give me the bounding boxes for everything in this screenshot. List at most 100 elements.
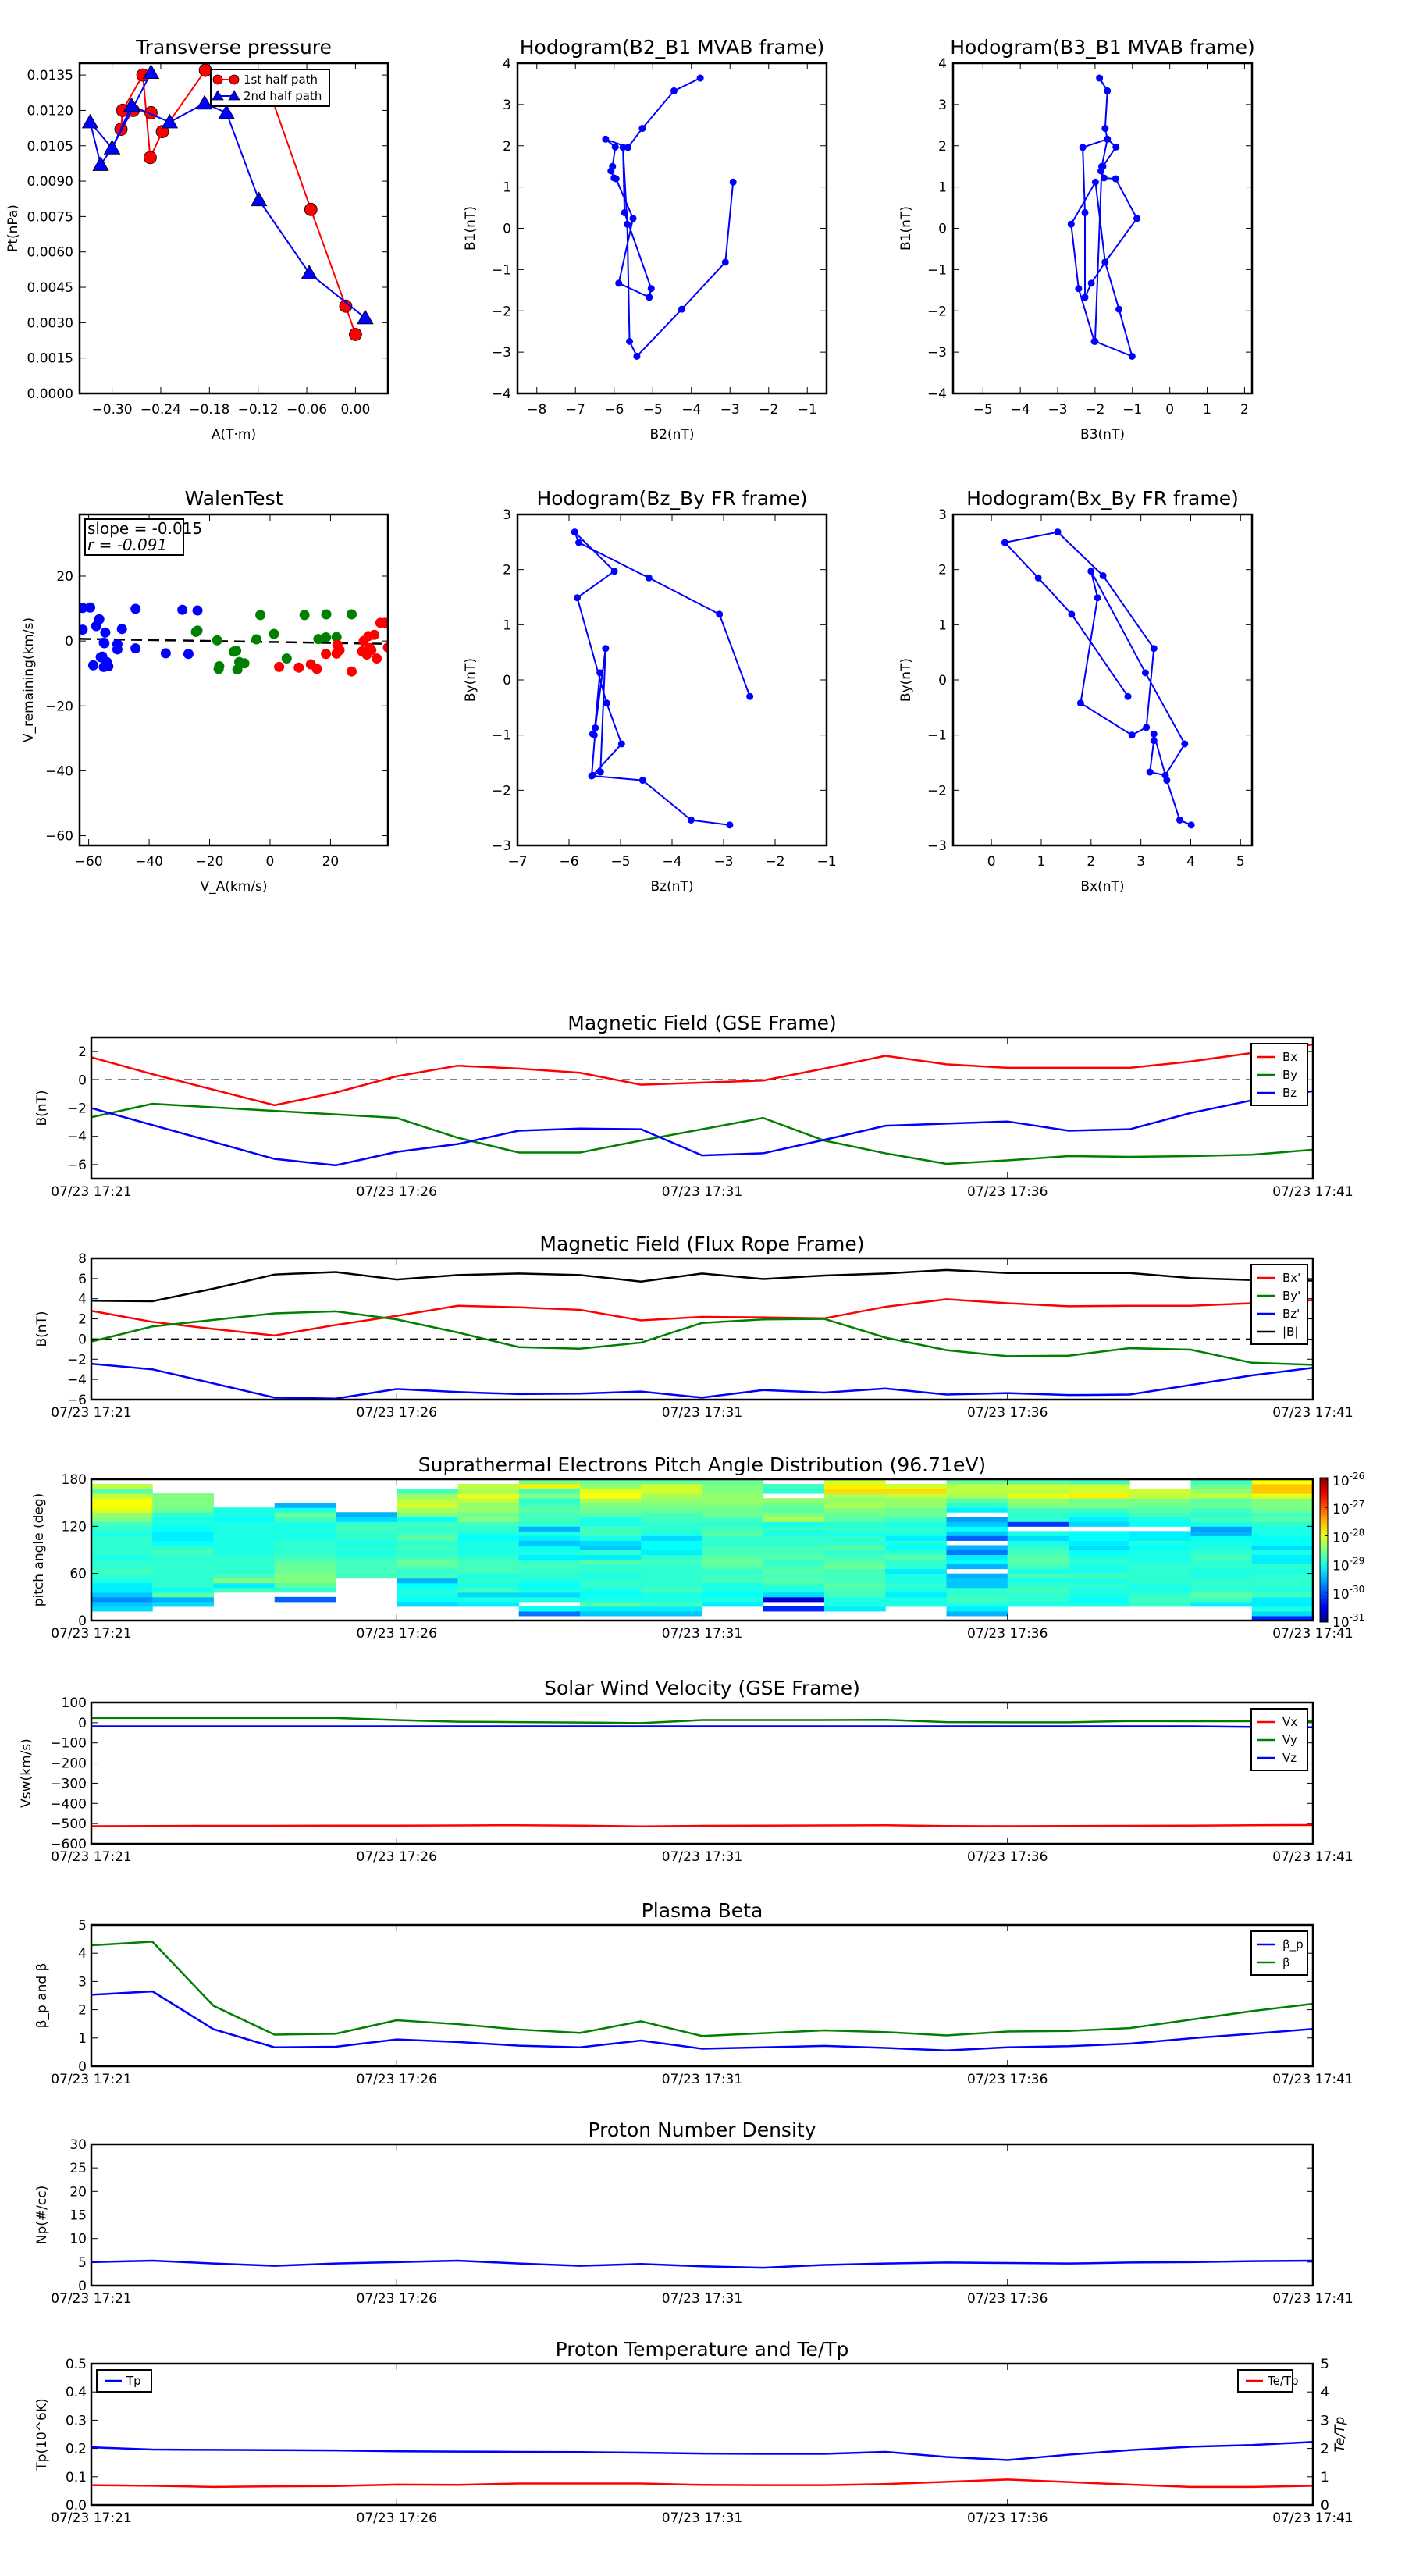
heatmap-cell	[1069, 1512, 1130, 1517]
heatmap-cell	[336, 1535, 397, 1541]
heatmap-cell	[336, 1564, 397, 1570]
y-tick-label: 0	[78, 1716, 87, 1731]
y-tick-label: −6	[67, 1158, 87, 1173]
heatmap-cell	[91, 1554, 153, 1560]
heatmap-cell	[457, 1517, 520, 1522]
data-point	[1076, 699, 1084, 707]
heatmap-cell	[1069, 1531, 1130, 1536]
heatmap-cell	[1190, 1540, 1253, 1546]
heatmap-cell	[946, 1517, 1008, 1522]
heatmap-cell	[336, 1531, 397, 1536]
data-point	[1150, 730, 1158, 738]
time-tick-label: 07/23 17:41	[1272, 1184, 1353, 1200]
x-tick-label: 2	[1240, 402, 1249, 418]
data-point	[1079, 144, 1087, 151]
heatmap-cell	[1251, 1587, 1314, 1593]
x-tick-label: −2	[1085, 402, 1104, 418]
time-tick-label: 07/23 17:41	[1272, 2510, 1353, 2526]
y-tick-label: 25	[69, 2161, 87, 2176]
heatmap-cell	[1069, 1596, 1130, 1603]
heatmap-cell	[1129, 1503, 1191, 1508]
heatmap-cell	[457, 1601, 520, 1607]
heatmap-cell	[1129, 1550, 1191, 1556]
heatmap-cell	[946, 1601, 1008, 1607]
x-tick-label: −2	[759, 402, 778, 418]
heatmap-cell	[763, 1540, 825, 1546]
heatmap-cell	[763, 1559, 825, 1565]
heatmap-cell	[885, 1578, 947, 1584]
heatmap-cell	[274, 1503, 336, 1508]
heatmap-cell	[1190, 1564, 1253, 1570]
data-point	[331, 632, 342, 642]
y-tick-label: 0.0120	[27, 103, 73, 119]
heatmap-cell	[1129, 1582, 1191, 1589]
chart-title: WalenTest	[185, 487, 283, 510]
heatmap-cell	[885, 1601, 947, 1607]
heatmap-cell	[580, 1550, 642, 1556]
y-tick-label: −4	[492, 386, 511, 402]
heatmap-cell	[824, 1531, 886, 1536]
y-tick-label: −4	[927, 386, 947, 402]
heatmap-cell	[824, 1489, 886, 1494]
heatmap-cell	[397, 1493, 458, 1499]
heatmap-cell	[885, 1540, 947, 1546]
heatmap-cell	[152, 1545, 214, 1550]
heatmap-cell	[580, 1484, 642, 1489]
y-tick-label: 0	[938, 673, 947, 688]
y-tick-label: −60	[45, 829, 73, 845]
legend-marker	[229, 74, 240, 85]
heatmap-cell	[397, 1582, 458, 1589]
time-tick-label: 07/23 17:41	[1272, 1405, 1353, 1421]
heatmap-cell	[580, 1564, 642, 1570]
heatmap-cell	[397, 1521, 458, 1527]
heatmap-cell	[702, 1517, 764, 1522]
x-tick-label: −0.18	[189, 402, 229, 418]
heatmap-cell	[213, 1517, 276, 1522]
y-tick-label: −500	[50, 1816, 87, 1832]
data-point	[81, 113, 99, 129]
data-point	[192, 605, 203, 616]
heatmap-cell	[763, 1564, 825, 1570]
data-point	[696, 74, 704, 82]
y-tick-label: 0.0090	[27, 174, 73, 190]
heatmap-cell	[457, 1489, 520, 1494]
series-line-bx	[91, 1043, 1313, 1107]
heatmap-cell	[763, 1498, 825, 1503]
heatmap-cell	[702, 1512, 764, 1517]
data-point	[281, 653, 292, 664]
data-point	[638, 777, 646, 785]
data-point	[646, 294, 653, 301]
heatmap-cell	[91, 1498, 153, 1503]
heatmap-cell	[641, 1587, 702, 1593]
heatmap-cell	[1251, 1503, 1314, 1508]
y-tick-label: −300	[50, 1776, 87, 1791]
y-tick-label: −2	[492, 783, 511, 799]
heatmap-cell	[946, 1564, 1008, 1570]
heatmap-cell	[1069, 1601, 1130, 1607]
data-point	[161, 113, 179, 129]
x-tick-label: −7	[566, 402, 585, 418]
data-point	[638, 125, 646, 133]
heatmap-cell	[1190, 1531, 1253, 1536]
heatmap-cell	[1069, 1550, 1130, 1556]
heatmap-cell	[946, 1550, 1008, 1556]
legend-label: Vz	[1282, 1751, 1297, 1765]
data-point	[372, 653, 382, 664]
heatmap-cell	[1251, 1484, 1314, 1489]
heatmap-cell	[518, 1484, 581, 1489]
y-tick-label: 100	[62, 1695, 87, 1711]
y-tick-label: 0.0060	[27, 245, 73, 261]
y-tick-label: 0.0030	[27, 315, 73, 331]
heatmap-cell	[397, 1531, 458, 1536]
time-tick-label: 07/23 17:21	[51, 2072, 131, 2087]
heatmap-cell	[1190, 1521, 1253, 1527]
data-point	[94, 614, 105, 624]
time-tick-label: 07/23 17:31	[662, 2510, 742, 2526]
data-point	[619, 144, 627, 151]
heatmap-cell	[824, 1606, 886, 1612]
heatmap-cell	[1251, 1493, 1314, 1499]
heatmap-cell	[152, 1554, 214, 1560]
mag_fr-frame	[90, 1257, 1314, 1401]
heatmap-cell	[152, 1550, 214, 1556]
